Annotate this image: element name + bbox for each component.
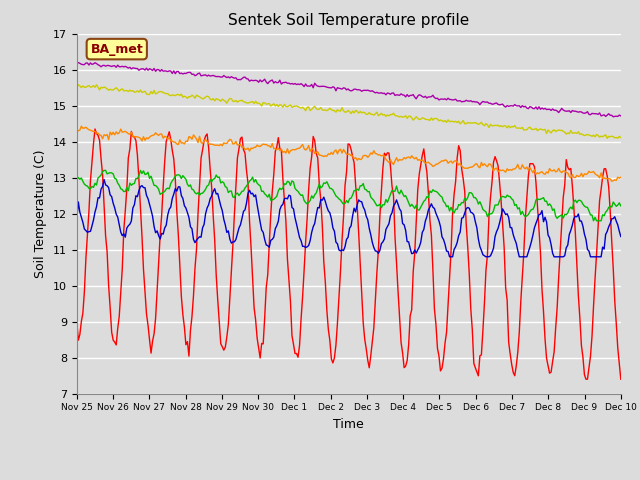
-40cm <box>237 142 244 147</box>
-40cm <box>77 123 85 129</box>
-20cm <box>312 212 320 217</box>
-20cm <box>589 254 597 260</box>
-40cm <box>255 144 262 149</box>
-30cm <box>589 218 597 224</box>
Line: -40cm: -40cm <box>77 126 621 181</box>
-30cm <box>100 168 108 173</box>
-20cm <box>237 222 244 228</box>
-30cm <box>312 190 320 196</box>
-20cm <box>73 216 81 222</box>
-50cm <box>264 101 271 107</box>
-20cm <box>445 254 453 260</box>
-60cm <box>311 80 319 86</box>
-20cm <box>617 234 625 240</box>
-60cm <box>587 112 595 118</box>
-30cm <box>617 203 625 209</box>
-40cm <box>73 129 81 134</box>
-40cm <box>264 143 271 148</box>
-30cm <box>237 191 244 196</box>
-40cm <box>608 179 616 184</box>
-10cm <box>589 303 597 309</box>
-50cm <box>617 135 625 141</box>
-30cm <box>588 212 596 218</box>
-60cm <box>73 60 81 65</box>
-60cm <box>253 78 261 84</box>
-60cm <box>262 79 270 85</box>
-10cm <box>255 345 262 351</box>
Line: -60cm: -60cm <box>77 62 621 117</box>
-20cm <box>264 243 271 249</box>
-40cm <box>617 174 625 180</box>
-50cm <box>74 82 82 87</box>
-60cm <box>617 113 625 119</box>
Y-axis label: Soil Temperature (C): Soil Temperature (C) <box>35 149 47 278</box>
Legend: -10cm, -20cm, -30cm, -40cm, -50cm, -60cm: -10cm, -20cm, -30cm, -40cm, -50cm, -60cm <box>118 477 579 480</box>
-60cm <box>609 114 617 120</box>
-50cm <box>141 88 149 94</box>
Line: -30cm: -30cm <box>77 170 621 221</box>
Line: -50cm: -50cm <box>77 84 621 138</box>
-50cm <box>312 106 320 111</box>
-10cm <box>617 376 625 382</box>
-40cm <box>588 169 596 175</box>
-50cm <box>73 85 81 91</box>
-20cm <box>100 177 108 182</box>
-30cm <box>141 171 149 177</box>
-30cm <box>73 177 81 182</box>
-10cm <box>237 135 244 141</box>
-10cm <box>312 151 320 156</box>
-60cm <box>235 77 243 83</box>
Line: -10cm: -10cm <box>77 129 621 379</box>
-40cm <box>312 150 320 156</box>
-10cm <box>582 376 590 382</box>
-10cm <box>91 126 99 132</box>
-50cm <box>255 100 262 106</box>
-60cm <box>140 66 147 72</box>
Title: Sentek Soil Temperature profile: Sentek Soil Temperature profile <box>228 13 469 28</box>
Text: BA_met: BA_met <box>90 43 143 56</box>
Line: -20cm: -20cm <box>77 180 621 257</box>
-50cm <box>237 98 244 104</box>
-30cm <box>255 182 262 188</box>
X-axis label: Time: Time <box>333 418 364 431</box>
-10cm <box>141 289 149 295</box>
-20cm <box>141 185 149 191</box>
-50cm <box>604 135 611 141</box>
-40cm <box>141 137 149 143</box>
-10cm <box>264 272 271 278</box>
-20cm <box>255 211 262 216</box>
-50cm <box>588 133 596 139</box>
-10cm <box>73 319 81 324</box>
-30cm <box>264 194 271 200</box>
